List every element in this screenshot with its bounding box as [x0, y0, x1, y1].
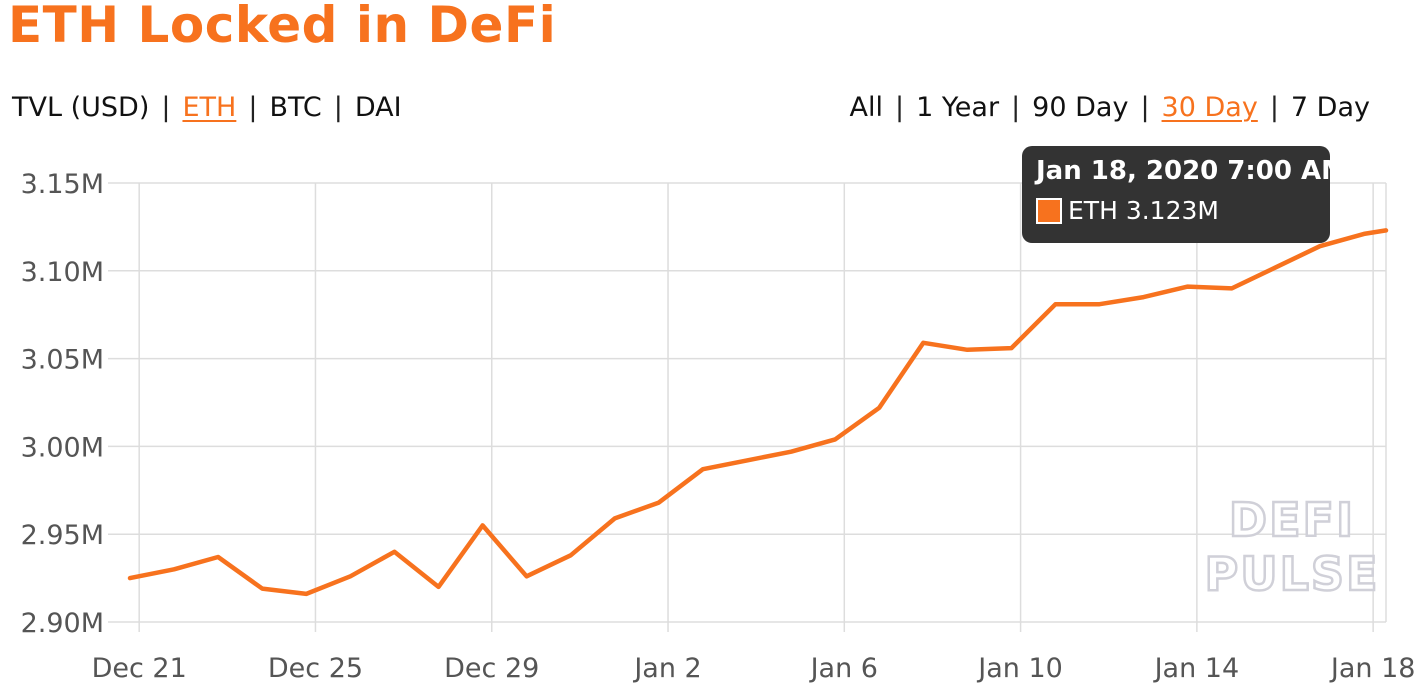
y-tick-label: 2.95M — [21, 520, 104, 551]
x-axis: Dec 21 Dec 25 Dec 29 Jan 2 Jan 6 Jan 10 Jan 14… — [92, 653, 1416, 684]
tooltip-value: ETH 3.123M — [1068, 196, 1219, 225]
tab-separator: | — [248, 92, 258, 123]
range-tabs: All | 1 Year | 90 Day | 30 Day | 7 Day — [850, 92, 1370, 123]
x-tick-label: Dec 25 — [268, 653, 363, 684]
tab-eth[interactable]: ETH — [182, 92, 237, 123]
tab-separator: | — [1269, 92, 1279, 123]
x-tick-label: Jan 10 — [976, 653, 1063, 684]
tab-separator: | — [1011, 92, 1021, 123]
tab-separator: | — [333, 92, 343, 123]
y-axis: 2.90M 2.95M 3.00M 3.05M 3.10M 3.15M — [21, 169, 104, 639]
tab-separator: | — [161, 92, 171, 123]
tab-dai[interactable]: DAI — [354, 92, 402, 123]
tab-30-day[interactable]: 30 Day — [1161, 92, 1258, 123]
watermark-line-1: DEFI — [1229, 493, 1355, 547]
y-tick-label: 3.10M — [21, 257, 104, 288]
currency-tabs: TVL (USD) | ETH | BTC | DAI — [12, 92, 402, 123]
chart-title: ETH Locked in DeFi — [8, 0, 557, 54]
line-chart[interactable]: DEFI PULSE 2.90M 2.95M 3.00M 3.05M 3.10M 3.15… — [0, 150, 1428, 692]
x-tick-label: Jan 6 — [809, 653, 878, 684]
tab-btc[interactable]: BTC — [269, 92, 322, 123]
y-tick-label: 3.15M — [21, 169, 104, 200]
tab-separator: | — [895, 92, 905, 123]
x-tick-label: Jan 18 — [1329, 653, 1416, 684]
watermark: DEFI PULSE — [1203, 492, 1380, 603]
x-tick-label: Jan 2 — [632, 653, 701, 684]
tab-7-day[interactable]: 7 Day — [1290, 92, 1370, 123]
x-tick-label: Dec 29 — [444, 653, 539, 684]
tab-tvl-usd[interactable]: TVL (USD) — [12, 92, 150, 123]
chart-tooltip: Jan 18, 2020 7:00 AM ETH 3.123M — [1022, 146, 1348, 243]
tab-1-year[interactable]: 1 Year — [916, 92, 1000, 123]
x-tick-label: Jan 14 — [1153, 653, 1240, 684]
y-tick-label: 3.00M — [21, 432, 104, 463]
series-line-eth — [127, 228, 1389, 597]
legend-swatch-icon — [1036, 197, 1062, 224]
tab-separator: | — [1140, 92, 1150, 123]
y-tick-label: 2.90M — [21, 608, 104, 639]
series-eth — [127, 228, 1389, 597]
watermark-line-2: PULSE — [1205, 547, 1380, 601]
tooltip-date: Jan 18, 2020 7:00 AM — [1036, 156, 1348, 186]
tab-90-day[interactable]: 90 Day — [1032, 92, 1129, 123]
tooltip-row: ETH 3.123M — [1036, 196, 1316, 225]
tab-all[interactable]: All — [849, 92, 884, 123]
y-tick-label: 3.05M — [21, 345, 104, 376]
x-tick-label: Dec 21 — [92, 653, 187, 684]
grid — [108, 182, 1387, 632]
